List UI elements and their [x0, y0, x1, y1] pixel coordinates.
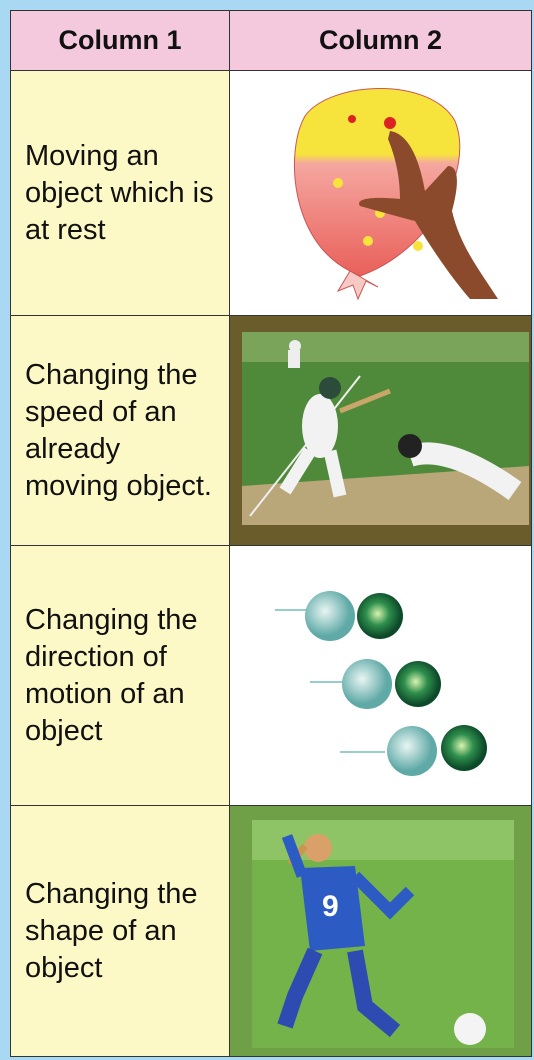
cell-text: Changing the shape of an object — [25, 877, 198, 984]
balls-illustration — [275, 591, 487, 776]
text-cell: Changing the direction of motion of an o… — [10, 545, 230, 806]
image-cell — [229, 545, 532, 806]
text-cell: Moving an object which is at rest — [10, 70, 230, 316]
text-cell: Changing the shape of an object — [10, 805, 230, 1057]
image-cell — [229, 315, 532, 546]
balloon-illustration — [293, 88, 498, 301]
football-photo: 9 — [252, 820, 514, 1048]
text-cell: Changing the speed of an already moving … — [10, 315, 230, 546]
image-cell — [229, 70, 532, 316]
cell-text: Changing the speed of an already moving … — [25, 358, 212, 502]
cell-text: Moving an object which is at rest — [25, 139, 214, 246]
header-cell: Column 1 — [10, 10, 230, 71]
svg-text:9: 9 — [322, 890, 339, 923]
cricket-photo — [242, 332, 529, 525]
cell-text: Changing the direction of motion of an o… — [25, 603, 198, 747]
image-cell: 9 — [229, 805, 532, 1057]
header-cell: Column 2 — [229, 10, 532, 71]
